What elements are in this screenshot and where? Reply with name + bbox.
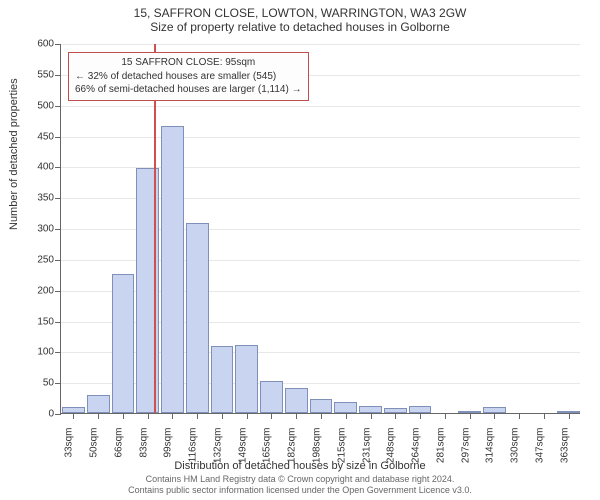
y-tick	[55, 44, 61, 45]
y-tick	[55, 352, 61, 353]
x-tick	[494, 413, 495, 419]
x-tick-label: 264sqm	[411, 428, 422, 478]
property-info-box: 15 SAFFRON CLOSE: 95sqm← 32% of detached…	[68, 52, 309, 101]
x-tick-label: 231sqm	[361, 428, 372, 478]
y-tick	[55, 198, 61, 199]
y-tick-label: 100	[37, 347, 54, 358]
x-tick	[247, 413, 248, 419]
y-tick-label: 350	[37, 193, 54, 204]
page-title-address: 15, SAFFRON CLOSE, LOWTON, WARRINGTON, W…	[0, 0, 600, 20]
x-tick-label: 347sqm	[534, 428, 545, 478]
y-tick	[55, 167, 61, 168]
x-tick-label: 66sqm	[113, 428, 124, 478]
x-tick-label: 314sqm	[485, 428, 496, 478]
x-tick-label: 116sqm	[188, 428, 199, 478]
x-tick	[544, 413, 545, 419]
histogram-bar	[285, 388, 308, 413]
histogram-bar	[87, 395, 110, 414]
y-tick-label: 200	[37, 285, 54, 296]
histogram-bar	[235, 345, 258, 413]
histogram-bar	[334, 402, 357, 413]
info-line3: 66% of semi-detached houses are larger (…	[75, 83, 302, 97]
x-tick-label: 215sqm	[336, 428, 347, 478]
y-tick	[55, 137, 61, 138]
x-tick	[271, 413, 272, 419]
y-tick-label: 550	[37, 69, 54, 80]
x-tick	[346, 413, 347, 419]
x-tick	[172, 413, 173, 419]
histogram-bar	[211, 346, 234, 413]
x-tick-label: 33sqm	[64, 428, 75, 478]
grid-line	[61, 106, 580, 107]
y-tick-label: 0	[48, 409, 54, 420]
x-tick	[569, 413, 570, 419]
y-tick	[55, 260, 61, 261]
x-tick-label: 99sqm	[163, 428, 174, 478]
x-tick	[197, 413, 198, 419]
x-tick	[98, 413, 99, 419]
y-tick-label: 250	[37, 254, 54, 265]
y-axis-title: Number of detached properties	[8, 78, 20, 230]
y-tick	[55, 75, 61, 76]
histogram-bar	[409, 406, 432, 413]
histogram-bar	[359, 406, 382, 413]
x-tick	[148, 413, 149, 419]
x-tick	[222, 413, 223, 419]
x-tick	[73, 413, 74, 419]
x-tick-label: 330sqm	[510, 428, 521, 478]
y-tick-label: 150	[37, 316, 54, 327]
x-tick	[470, 413, 471, 419]
y-tick-label: 50	[43, 378, 54, 389]
grid-line	[61, 44, 580, 45]
x-tick	[321, 413, 322, 419]
x-tick-label: 132sqm	[212, 428, 223, 478]
x-tick-label: 149sqm	[237, 428, 248, 478]
y-tick	[55, 383, 61, 384]
y-tick-label: 300	[37, 224, 54, 235]
x-tick-label: 198sqm	[312, 428, 323, 478]
x-tick	[395, 413, 396, 419]
y-tick	[55, 229, 61, 230]
x-tick	[371, 413, 372, 419]
x-tick-label: 363sqm	[559, 428, 570, 478]
info-line1: 15 SAFFRON CLOSE: 95sqm	[75, 56, 302, 70]
x-tick-label: 248sqm	[386, 428, 397, 478]
x-tick-label: 165sqm	[262, 428, 273, 478]
x-tick-label: 50sqm	[89, 428, 100, 478]
x-tick-label: 182sqm	[287, 428, 298, 478]
x-tick-label: 281sqm	[435, 428, 446, 478]
info-line2: ← 32% of detached houses are smaller (54…	[75, 70, 302, 84]
histogram-bar	[161, 126, 184, 413]
grid-line	[61, 137, 580, 138]
y-tick	[55, 106, 61, 107]
y-tick-label: 450	[37, 131, 54, 142]
x-tick-label: 83sqm	[138, 428, 149, 478]
y-tick	[55, 414, 61, 415]
y-tick-label: 600	[37, 39, 54, 50]
x-tick	[519, 413, 520, 419]
y-tick-label: 500	[37, 100, 54, 111]
y-tick-label: 400	[37, 162, 54, 173]
histogram-bar	[186, 223, 209, 413]
attribution-line2: Contains public sector information licen…	[128, 485, 472, 495]
x-tick	[420, 413, 421, 419]
histogram-bar	[112, 274, 135, 413]
x-tick	[123, 413, 124, 419]
x-tick-label: 297sqm	[460, 428, 471, 478]
histogram-bar	[310, 399, 333, 413]
y-tick	[55, 291, 61, 292]
x-tick	[445, 413, 446, 419]
x-tick	[296, 413, 297, 419]
histogram-bar	[260, 381, 283, 413]
page-title-subtitle: Size of property relative to detached ho…	[0, 20, 600, 38]
y-tick	[55, 322, 61, 323]
